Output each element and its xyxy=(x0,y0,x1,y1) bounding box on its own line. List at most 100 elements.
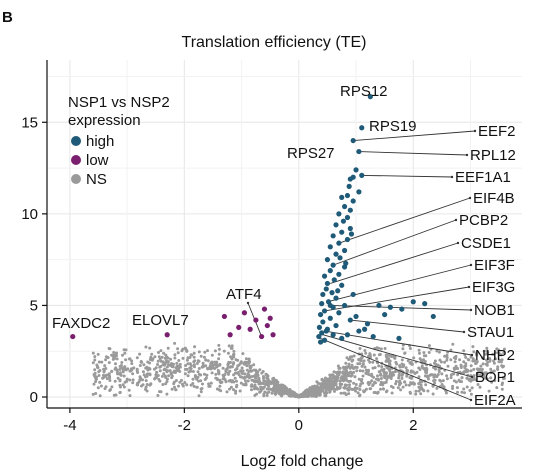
ns-point xyxy=(98,380,102,384)
ns-point xyxy=(445,356,449,360)
ns-point xyxy=(252,363,256,367)
ns-point xyxy=(352,387,356,391)
label-connector xyxy=(327,264,472,303)
ns-point xyxy=(230,356,234,360)
ns-point xyxy=(347,392,351,396)
ns-point xyxy=(324,383,328,387)
ns-point xyxy=(414,392,418,396)
ns-point xyxy=(357,377,361,381)
ns-point xyxy=(460,376,464,380)
ns-point xyxy=(165,355,169,359)
point-high xyxy=(331,277,337,283)
ns-point xyxy=(158,390,161,394)
ns-point xyxy=(499,353,503,357)
ns-point xyxy=(222,349,226,353)
ns-point xyxy=(377,364,381,368)
ns-point xyxy=(236,364,240,368)
ns-point xyxy=(475,351,479,355)
point-high xyxy=(339,194,345,200)
ns-point xyxy=(350,373,354,377)
ns-point xyxy=(158,369,162,373)
ns-point xyxy=(424,354,428,358)
ns-point xyxy=(431,392,435,396)
point-low xyxy=(261,306,268,312)
ns-point xyxy=(469,364,473,368)
ns-point xyxy=(344,375,348,378)
point-high xyxy=(347,176,353,182)
ns-point xyxy=(382,387,385,391)
legend-title-line-1: NSP1 vs NSP2 xyxy=(68,94,170,111)
ns-point xyxy=(407,383,411,387)
gene-label: NHP2 xyxy=(475,347,515,364)
ns-point xyxy=(202,355,206,359)
ns-point xyxy=(203,372,206,376)
ns-point xyxy=(469,355,473,359)
ns-point xyxy=(174,366,178,370)
ns-point xyxy=(341,370,345,374)
ns-point xyxy=(92,382,96,386)
ns-point xyxy=(338,371,341,375)
ns-point xyxy=(481,362,485,366)
ns-point xyxy=(113,379,117,383)
ns-point xyxy=(349,379,352,383)
ns-point xyxy=(185,383,189,387)
ns-point xyxy=(419,387,422,391)
point-high xyxy=(320,319,326,325)
ns-point xyxy=(469,392,473,396)
ns-point xyxy=(196,370,200,374)
label-connector xyxy=(320,337,472,401)
ns-point xyxy=(378,353,382,356)
ns-point xyxy=(207,382,211,386)
ns-point xyxy=(391,370,395,374)
connector-end xyxy=(456,241,460,245)
point-high xyxy=(327,268,333,274)
ns-point xyxy=(148,346,152,350)
ns-point xyxy=(210,371,214,375)
ns-point xyxy=(456,390,459,394)
ns-point xyxy=(170,363,174,367)
ns-point xyxy=(409,370,413,374)
ns-point xyxy=(371,384,375,388)
ns-point xyxy=(345,370,349,374)
ns-point xyxy=(225,390,229,394)
ns-point xyxy=(175,361,179,365)
ns-point xyxy=(153,377,157,381)
ns-point xyxy=(361,369,365,373)
point-high xyxy=(316,324,323,331)
ns-point xyxy=(253,376,257,380)
ns-point xyxy=(269,387,272,391)
ns-point xyxy=(128,378,132,382)
ns-point xyxy=(166,346,170,350)
ns-point xyxy=(327,384,331,388)
point-high xyxy=(341,302,348,309)
ns-point xyxy=(320,378,324,382)
ns-point xyxy=(124,358,128,362)
ns-point xyxy=(316,381,320,385)
point-high xyxy=(319,301,325,307)
ns-point xyxy=(153,355,157,359)
ns-point xyxy=(235,383,239,387)
ns-point xyxy=(199,390,203,394)
ns-point xyxy=(151,357,155,361)
ns-point xyxy=(495,347,499,351)
label-connector xyxy=(358,151,468,156)
ns-point xyxy=(114,393,118,397)
ns-point xyxy=(383,347,387,350)
ns-point xyxy=(131,381,135,385)
ns-point xyxy=(108,379,112,382)
ns-point xyxy=(217,357,221,361)
point-high xyxy=(321,273,328,279)
ns-point xyxy=(258,380,262,384)
ns-point xyxy=(328,389,332,393)
label-connector xyxy=(330,242,459,284)
x-axis-label: Log2 fold change xyxy=(241,453,364,470)
ns-point xyxy=(369,373,373,377)
ns-point xyxy=(253,387,256,391)
ns-point xyxy=(213,349,217,353)
ns-point xyxy=(332,374,335,378)
x-tick-label: -2 xyxy=(178,417,191,434)
ns-point xyxy=(167,374,171,378)
ns-point xyxy=(406,359,410,363)
ns-point xyxy=(304,394,308,398)
